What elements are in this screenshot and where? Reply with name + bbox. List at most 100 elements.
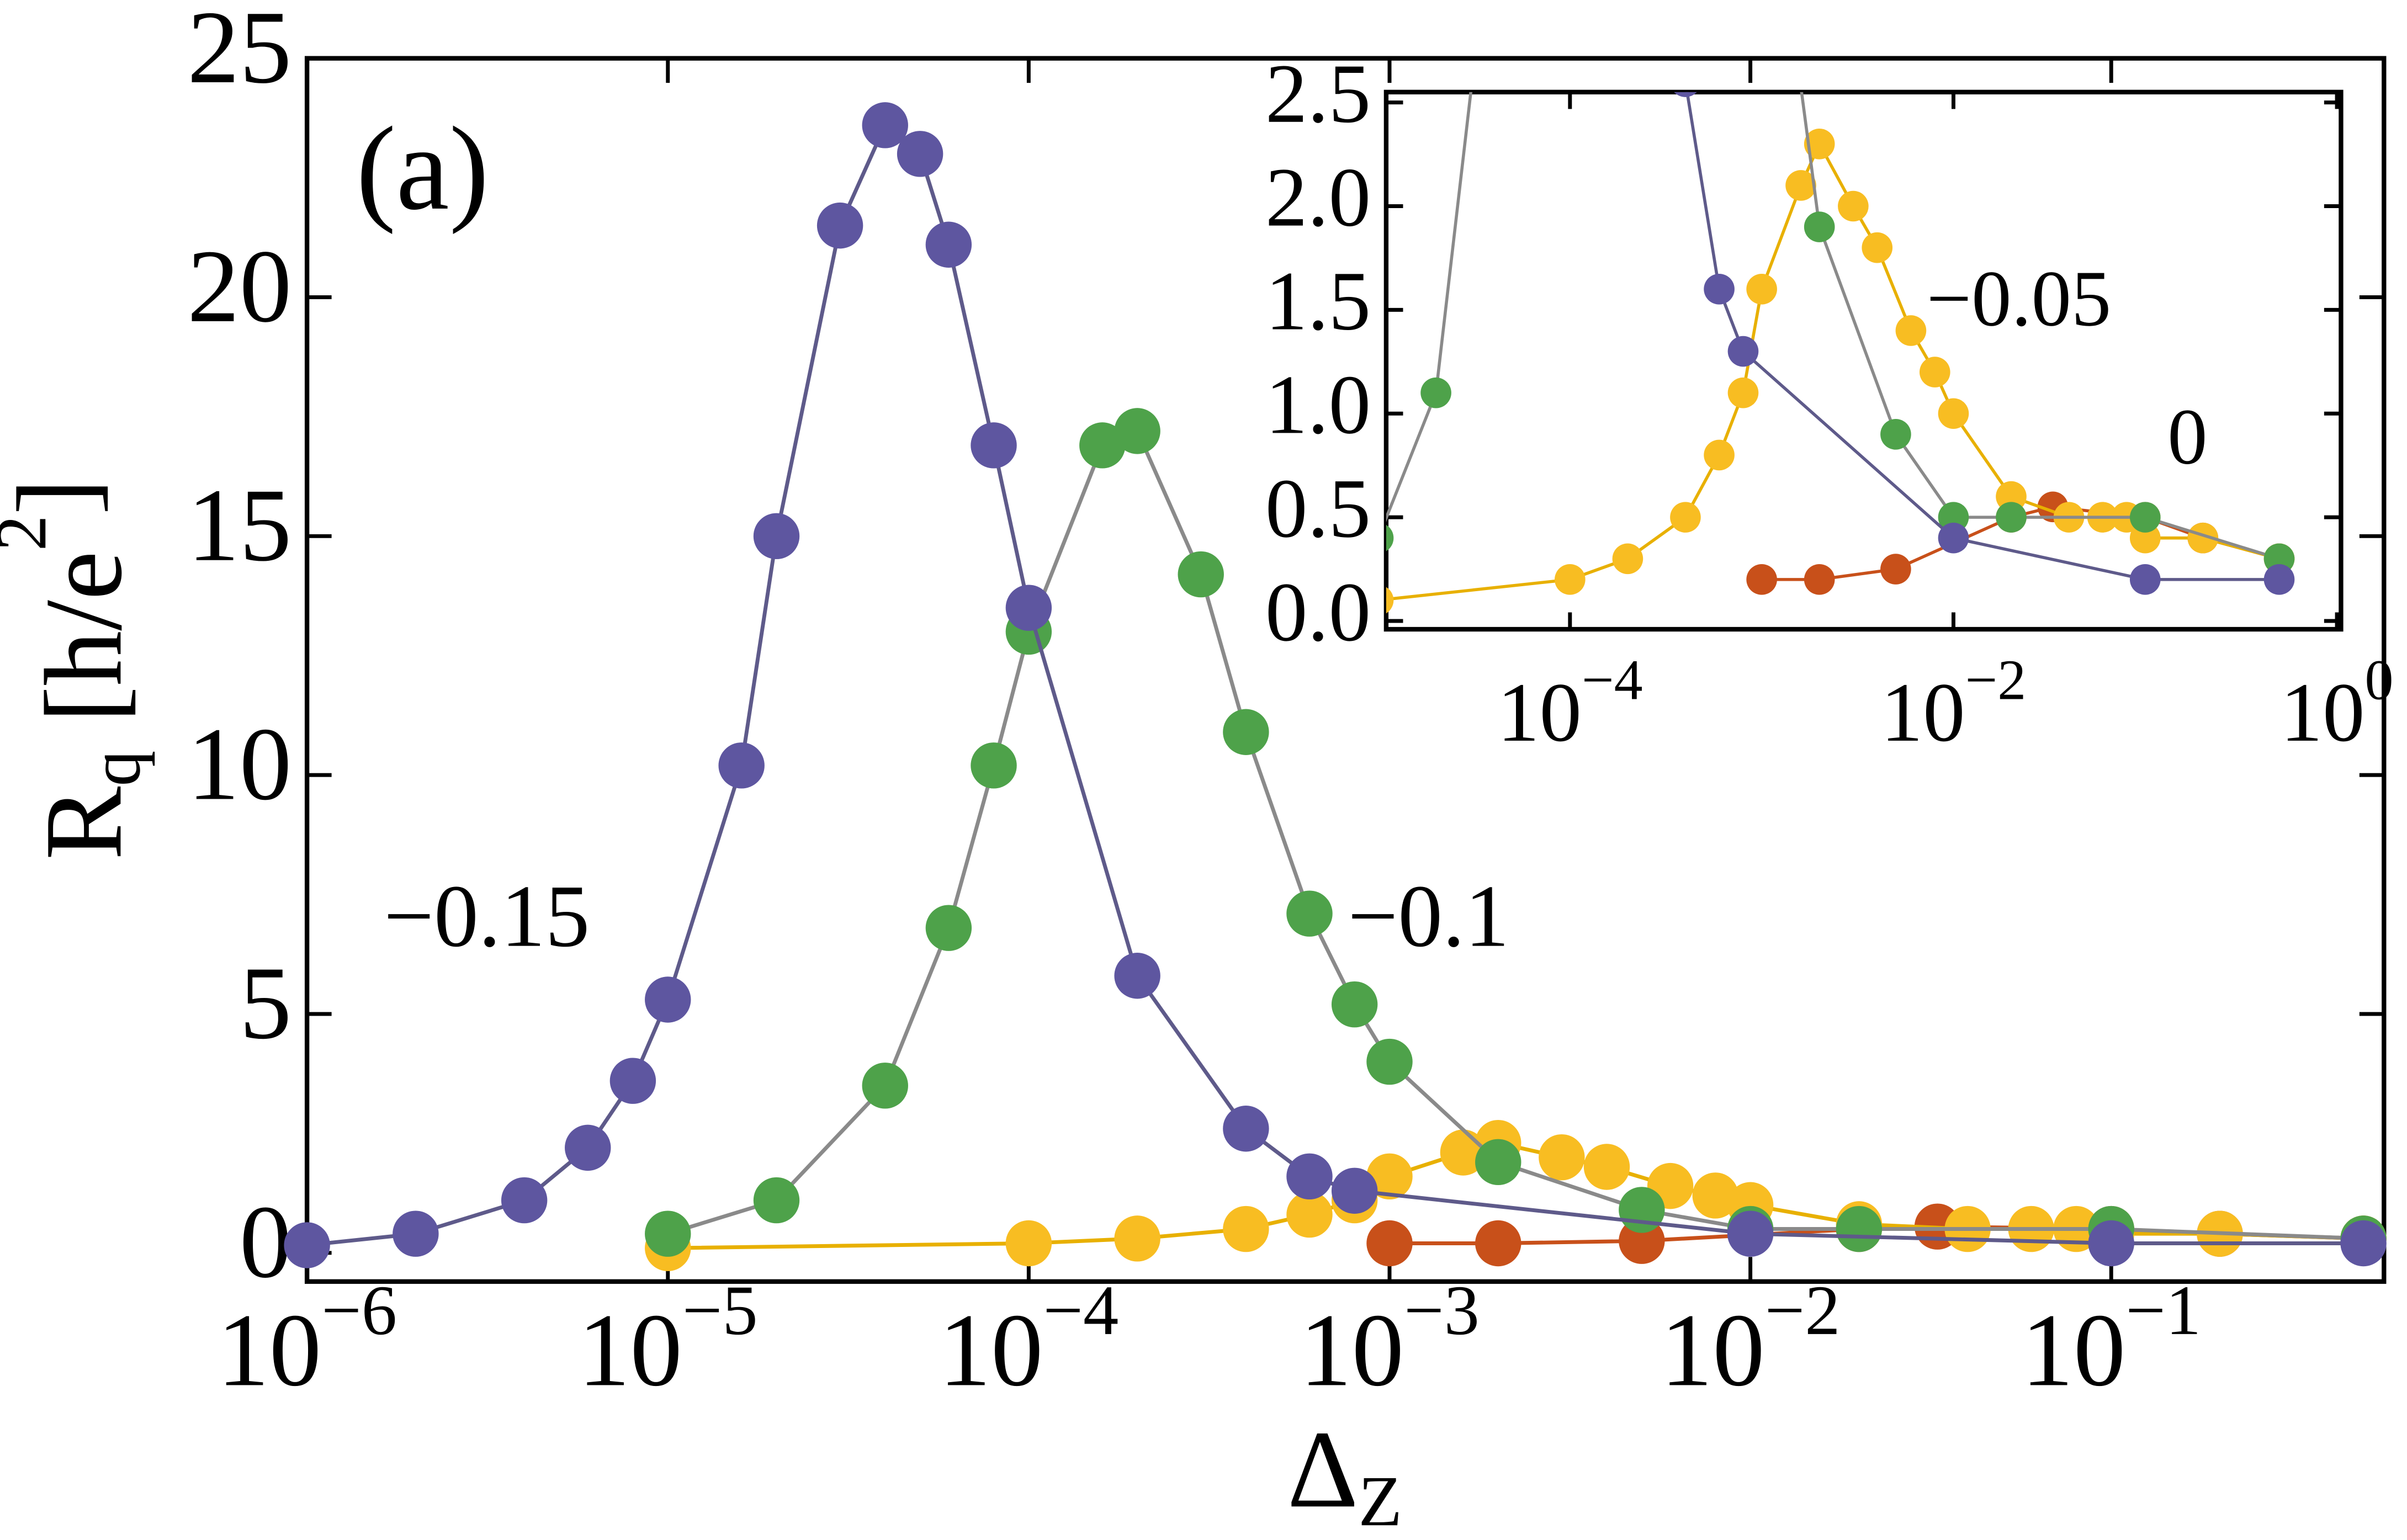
data-point — [753, 1177, 800, 1224]
y-axis-label: Rq [h/e2] — [0, 479, 155, 861]
y-axis-label-part: 2 — [0, 515, 61, 551]
y-tick-label: 1.5 — [1265, 254, 1371, 348]
data-point — [817, 202, 863, 249]
y-tick-label: 0.5 — [1265, 462, 1371, 555]
data-point — [1996, 502, 2027, 533]
y-tick-label: 25 — [187, 0, 291, 105]
x-axis-label-part: Z — [1358, 1462, 1402, 1540]
y-tick-label: 2.5 — [1265, 47, 1371, 141]
y-tick-label: 20 — [187, 229, 291, 344]
data-point — [1079, 422, 1126, 469]
data-point — [1895, 315, 1927, 346]
y-axis-label-part: [h/e — [23, 551, 145, 750]
data-point — [1583, 1144, 1630, 1190]
data-point — [1178, 551, 1224, 598]
data-point — [1114, 953, 1160, 999]
data-point — [1727, 1210, 1774, 1257]
data-point — [1938, 398, 1969, 429]
data-point — [753, 513, 800, 560]
data-point — [1727, 377, 1759, 408]
data-point — [1223, 709, 1269, 755]
y-axis-label-part: R — [23, 786, 145, 860]
data-point — [925, 221, 972, 268]
data-point — [1475, 1220, 1521, 1267]
data-point — [1746, 273, 1777, 305]
data-point — [1366, 1220, 1413, 1267]
data-point — [1804, 211, 1835, 242]
data-point — [1727, 336, 1759, 367]
y-axis-label-part: ] — [0, 479, 117, 516]
data-point — [1331, 1167, 1378, 1214]
inset-data — [1386, 92, 2295, 614]
data-point — [971, 422, 1017, 469]
y-tick-label: 15 — [187, 468, 291, 583]
x-tick-label: 10−6 — [217, 1270, 397, 1408]
data-point — [1539, 1134, 1585, 1181]
panel-label: (a) — [356, 102, 489, 235]
data-point — [1670, 502, 1701, 533]
data-point — [2187, 522, 2219, 554]
data-point — [1331, 981, 1378, 1028]
series-label: −0.15 — [384, 867, 590, 965]
data-point — [284, 1222, 330, 1268]
x-tick-label: 10−3 — [1300, 1270, 1480, 1408]
data-point — [645, 976, 691, 1023]
data-point — [1386, 524, 1394, 551]
y-tick-label: 5 — [240, 945, 292, 1060]
series-label: 0 — [2167, 393, 2207, 481]
data-point — [2088, 1220, 2134, 1267]
data-point — [1804, 128, 1835, 160]
data-point — [1005, 585, 1052, 631]
data-point — [1005, 1220, 1052, 1267]
data-point — [1366, 1153, 1413, 1200]
data-point — [1286, 1153, 1333, 1200]
data-point — [2263, 564, 2295, 595]
data-point — [1386, 587, 1394, 614]
data-point — [971, 742, 1017, 789]
x-tick-label: 10−4 — [1497, 648, 1643, 759]
data-point — [1692, 1172, 1738, 1219]
data-point — [1114, 1215, 1160, 1262]
data-point — [718, 742, 765, 789]
data-point — [1420, 377, 1451, 408]
data-point — [1475, 1139, 1521, 1186]
data-point — [645, 1210, 691, 1257]
data-point — [1938, 522, 1969, 554]
data-point — [925, 905, 972, 951]
data-point — [1836, 1206, 1883, 1252]
series-label: −0.1 — [1348, 867, 1509, 965]
data-point — [1804, 564, 1835, 595]
y-tick-label: 0 — [240, 1184, 292, 1299]
data-point — [1619, 1187, 1665, 1233]
data-point — [1223, 1206, 1269, 1252]
x-tick-label: 10−2 — [1661, 1270, 1841, 1408]
data-point — [1114, 408, 1160, 454]
data-point — [1366, 1038, 1413, 1085]
data-point — [1880, 419, 1911, 450]
x-tick-label: 10−1 — [2021, 1270, 2201, 1408]
data-point — [1919, 357, 1950, 387]
data-point — [862, 102, 908, 148]
data-point — [1785, 170, 1816, 201]
x-axis-label-part: Δ — [1287, 1409, 1359, 1531]
y-tick-label: 2.0 — [1265, 151, 1371, 245]
y-axis-label-part: q — [76, 751, 155, 787]
data-point — [862, 1063, 908, 1109]
x-axis-label: ΔZ — [1287, 1409, 1402, 1540]
y-tick-label: 10 — [187, 707, 291, 822]
data-point — [1704, 273, 1735, 305]
data-point — [1286, 890, 1333, 937]
series-label: −0.05 — [1927, 254, 2112, 343]
data-point — [2129, 502, 2161, 533]
data-point — [501, 1177, 548, 1224]
data-point — [565, 1124, 611, 1171]
plot-frame — [1383, 89, 2344, 632]
data-point — [2129, 564, 2161, 595]
data-point — [1746, 564, 1777, 595]
axes: 10−4 10−2 100 0.0 0.5 1.0 1.52.0 2.5 — [1265, 47, 2394, 760]
x-tick-label: 10−2 — [1881, 648, 2027, 759]
x-tick-label: 10−5 — [578, 1270, 758, 1408]
y-tick-label: 0.0 — [1265, 566, 1371, 659]
